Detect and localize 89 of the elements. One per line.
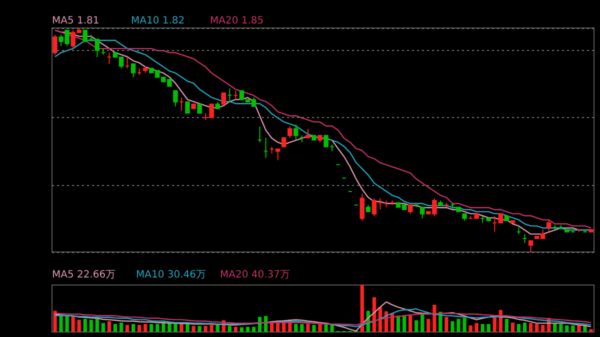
bar	[468, 325, 472, 332]
bar	[504, 318, 508, 332]
bar	[131, 324, 136, 332]
bar	[210, 324, 214, 332]
candlestick	[288, 126, 292, 138]
bar	[204, 326, 208, 332]
bar	[318, 324, 322, 332]
bar	[420, 314, 424, 332]
candlestick	[130, 63, 136, 78]
candlestick	[173, 90, 178, 107]
bar	[432, 304, 436, 332]
bar	[59, 316, 63, 332]
bar	[71, 316, 75, 332]
candlestick	[294, 124, 298, 140]
bar	[156, 324, 160, 332]
bar	[246, 326, 250, 332]
bar	[138, 324, 142, 332]
candlestick	[94, 38, 100, 58]
bar	[589, 329, 593, 332]
candlestick	[420, 206, 425, 219]
bar	[306, 324, 310, 332]
bar	[414, 320, 418, 332]
text: MA5 22.66万	[52, 270, 116, 280]
text: MA10 30.46万	[136, 270, 206, 280]
bar	[396, 316, 400, 332]
series-label: MA5 1.81	[52, 16, 100, 26]
text: MA20 40.37万	[220, 270, 290, 280]
bar	[101, 323, 105, 332]
bar	[240, 327, 244, 332]
bar	[198, 326, 202, 332]
candlestick	[275, 148, 280, 161]
bar	[150, 324, 154, 332]
bar	[360, 285, 364, 332]
bar	[162, 323, 166, 332]
bar	[95, 318, 99, 332]
candlestick	[546, 220, 552, 232]
bar	[77, 320, 81, 332]
bar	[583, 326, 587, 332]
candlestick	[82, 30, 88, 42]
bar	[216, 324, 220, 332]
bar	[480, 324, 484, 332]
bar	[276, 322, 280, 332]
bar	[528, 323, 533, 332]
candlestick	[52, 34, 58, 56]
bar	[186, 324, 190, 332]
bar	[125, 324, 130, 332]
bar	[228, 326, 232, 332]
bar	[65, 316, 69, 332]
bar	[534, 324, 539, 332]
bar	[522, 322, 527, 332]
bar	[450, 321, 454, 332]
bar	[474, 323, 478, 332]
text: MA10 1.82	[131, 16, 185, 26]
bar	[541, 324, 545, 332]
bar	[264, 316, 268, 332]
bar	[444, 316, 448, 332]
bar	[456, 318, 460, 332]
bar	[270, 323, 274, 332]
bar	[83, 318, 87, 332]
bar	[113, 324, 118, 332]
bar	[192, 326, 196, 332]
candlestick	[185, 101, 190, 114]
bar	[294, 324, 298, 332]
bar	[565, 325, 569, 332]
bar	[462, 318, 466, 332]
bar	[510, 322, 515, 332]
bar	[426, 318, 430, 332]
bar	[559, 324, 563, 332]
bar	[516, 324, 521, 332]
bar	[300, 324, 304, 332]
bar	[53, 310, 57, 332]
bar	[577, 324, 581, 332]
candlestick	[528, 240, 534, 252]
candlestick	[221, 92, 226, 105]
bar	[89, 320, 93, 332]
candlestick	[360, 193, 365, 222]
bar	[252, 326, 256, 332]
bar	[571, 325, 575, 332]
bar	[119, 322, 124, 332]
bar	[324, 324, 328, 332]
bar	[234, 326, 238, 332]
bar	[107, 321, 112, 332]
bar	[402, 316, 406, 332]
bar	[408, 316, 412, 332]
bar	[144, 324, 148, 332]
bar	[312, 324, 316, 332]
candlestick	[372, 198, 377, 217]
text: MA20 1.85	[210, 16, 264, 26]
bar	[486, 324, 490, 332]
